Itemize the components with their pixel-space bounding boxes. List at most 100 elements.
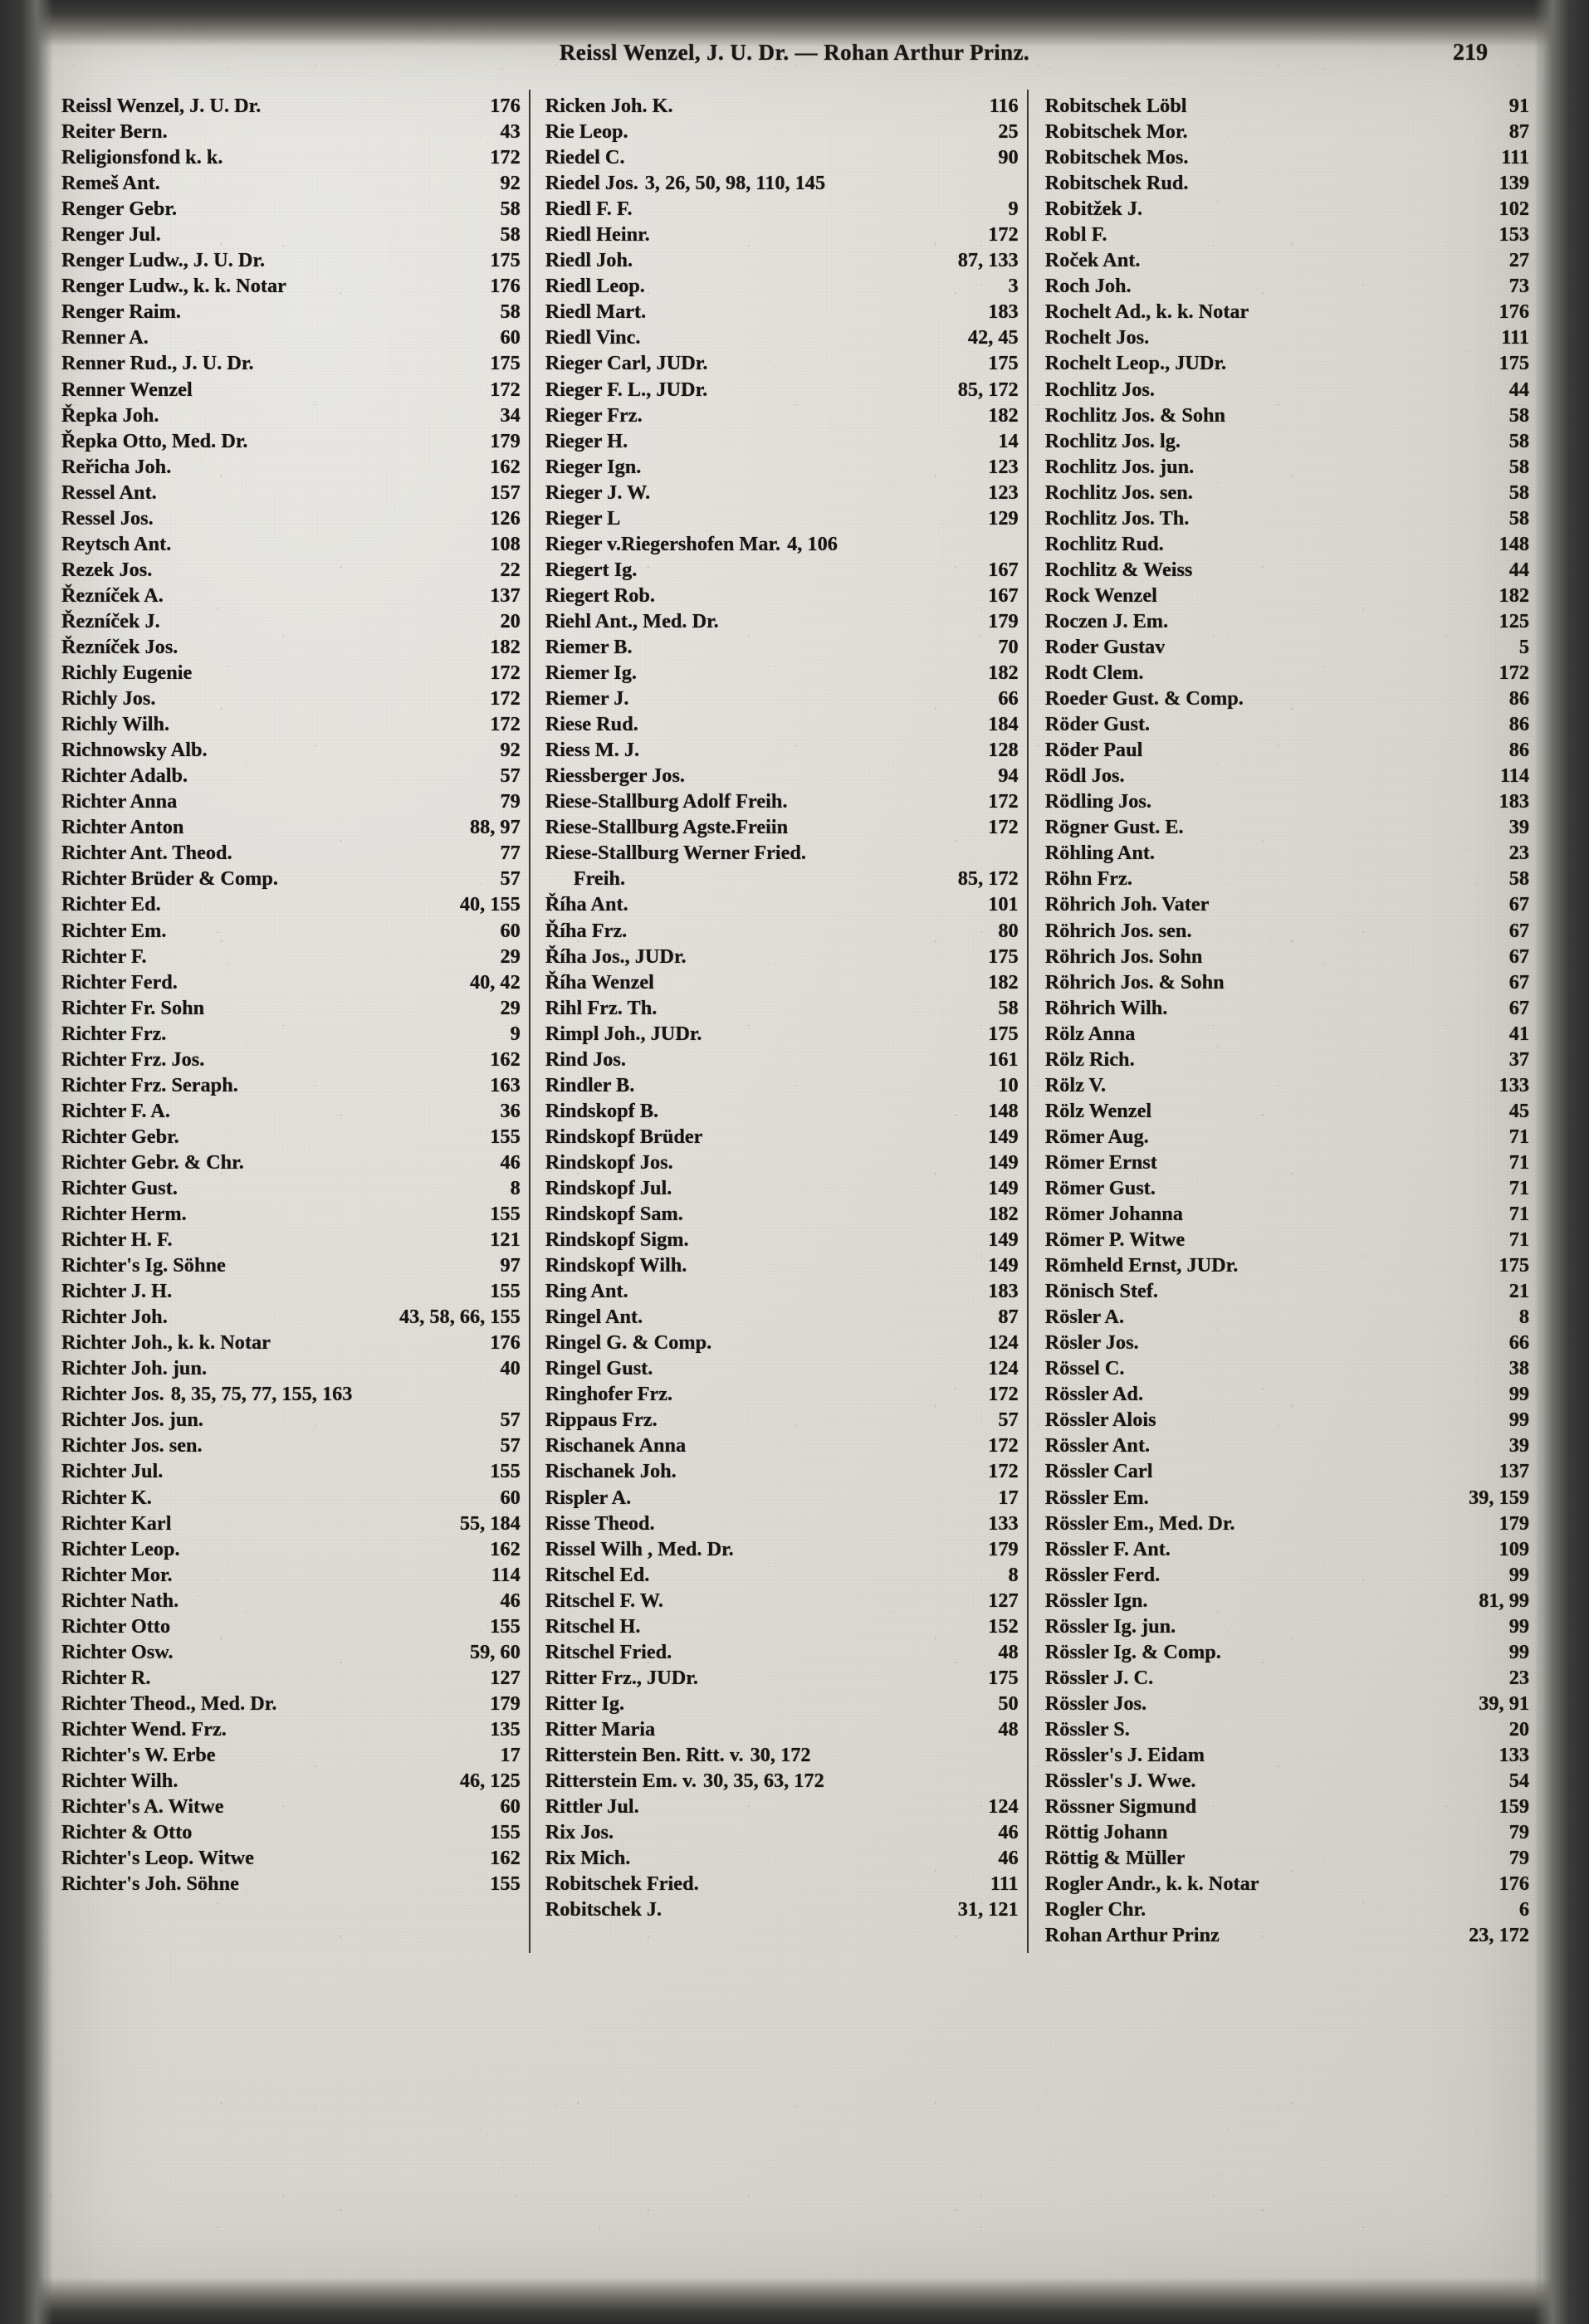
entry-page-refs: 155 — [490, 1125, 521, 1148]
index-entry: Říha Frz. 80 — [545, 918, 1019, 944]
index-entry: Rölz Wenzel 45 — [1045, 1098, 1529, 1124]
entry-page-refs: 6 — [1518, 1898, 1529, 1921]
index-entry: Ritterstein Ben. Ritt. v. 30, 172 — [545, 1742, 1019, 1768]
entry-name: Rödl Jos. — [1044, 764, 1125, 788]
entry-page-refs: 183 — [988, 300, 1019, 324]
index-entry: Rochlitz Jos. jun. 58 — [1045, 454, 1529, 480]
entry-page-refs: 54 — [1508, 1770, 1529, 1793]
index-entry: Rieger Carl, JUDr. 175 — [545, 350, 1019, 376]
entry-name: Richly Jos. — [61, 687, 156, 710]
entry-name: Rochlitz Jos. lg. — [1044, 429, 1181, 452]
index-entry: Richter Jos. jun. 57 — [61, 1407, 521, 1433]
entry-page-refs: 3 — [1008, 275, 1019, 298]
entry-name: Röhrich Joh. Vater — [1044, 893, 1210, 916]
index-entry: Ritschel Ed. 8 — [545, 1562, 1019, 1588]
entry-name: Römer Aug. — [1044, 1125, 1149, 1148]
index-entry: Rochlitz Jos. sen. 58 — [1045, 480, 1529, 505]
entry-page-refs: 58 — [1508, 867, 1529, 891]
entry-name: Röhn Frz. — [1044, 867, 1132, 891]
index-entry: Rieger J. W. 123 — [545, 480, 1019, 505]
index-entry: Richter Ant. Theod. 77 — [61, 840, 521, 866]
entry-name: Richter Theod., Med. Dr. — [61, 1692, 277, 1715]
index-entry: Robitschek Mos. 111 — [1045, 144, 1529, 170]
index-entry: Römer Aug. 71 — [1045, 1124, 1529, 1150]
entry-name: Rössler Ad. — [1044, 1383, 1144, 1406]
entry-name: Ringel Gust. — [545, 1357, 653, 1380]
entry-name: Richter Brüder & Comp. — [61, 867, 278, 891]
index-entry: Rindskopf Jos. 149 — [545, 1150, 1019, 1175]
entry-name: Rochlitz Jos. sen. — [1044, 481, 1193, 504]
entry-page-refs: 179 — [1499, 1511, 1529, 1535]
entry-name: Richter & Otto — [61, 1821, 193, 1844]
entry-name: Rochlitz Jos. & Sohn — [1044, 403, 1226, 427]
index-entry: Rochlitz Jos. 44 — [1045, 377, 1529, 403]
index-entry: Ritter Maria 48 — [545, 1716, 1019, 1742]
entry-name: Richter Fr. Sohn — [61, 996, 205, 1019]
entry-name: Rindskopf Sigm. — [545, 1228, 689, 1252]
entry-name: Rochlitz & Weiss — [1044, 558, 1193, 581]
entry-name: Riese-Stallburg Adolf Freih. — [545, 790, 788, 813]
index-entry: Rochlitz & Weiss 44 — [1045, 557, 1529, 583]
entry-page-refs: 155 — [490, 1203, 521, 1226]
entry-page-refs: 58 — [998, 996, 1019, 1019]
entry-name: Říha Wenzel — [545, 970, 654, 994]
entry-page-refs: 159 — [1499, 1795, 1529, 1819]
entry-page-refs: 9 — [510, 1022, 521, 1045]
entry-name: Ringel G. & Comp. — [545, 1331, 712, 1355]
index-entry: Robitschek Rud. 139 — [1045, 170, 1529, 196]
index-entry: Richter Jos. sen. 57 — [61, 1433, 521, 1458]
index-entry: Ritschel Fried. 48 — [545, 1639, 1019, 1665]
index-entry: Robitschek Löbl 91 — [1045, 93, 1529, 119]
entry-name: Röder Gust. — [1044, 713, 1151, 736]
index-entry: Riegert Rob. 167 — [545, 583, 1019, 608]
entry-name: Richter's W. Erbe — [61, 1744, 216, 1766]
index-entry: Freih. 85, 172 — [545, 866, 1019, 891]
entry-page-refs: 41 — [1508, 1022, 1529, 1045]
index-entry: Rix Mich. 46 — [545, 1845, 1019, 1871]
entry-name: Römheld Ernst, JUDr. — [1044, 1254, 1239, 1277]
index-entry: Rochelt Jos. 111 — [1045, 325, 1529, 350]
index-entry: Rochelt Ad., k. k. Notar 176 — [1045, 299, 1529, 325]
entry-name: Richter Joh. jun. — [61, 1357, 208, 1380]
entry-name: Richter's A. Witwe — [61, 1795, 224, 1819]
entry-name: Richter Anton — [61, 816, 184, 839]
entry-name: Rölz V. — [1044, 1073, 1107, 1096]
entry-page-refs: 40, 42 — [469, 970, 521, 994]
entry-page-refs: 87, 133 — [957, 249, 1019, 272]
entry-page-refs: 88, 97 — [469, 816, 521, 839]
index-entry: Roček Ant. 27 — [1045, 247, 1529, 273]
entry-page-refs: 17 — [998, 1486, 1019, 1509]
entry-name: Robitschek Löbl — [1044, 95, 1187, 117]
entry-name: Rössler J. C. — [1044, 1666, 1154, 1689]
entry-page-refs: 29 — [500, 945, 521, 968]
entry-name: Röhrich Jos. sen. — [1044, 919, 1192, 942]
entry-page-refs: 133 — [1499, 1744, 1529, 1766]
entry-name: Riedel Jos. — [545, 172, 638, 195]
index-entry: Rössler Carl 137 — [1045, 1458, 1529, 1484]
entry-name: Richter H. F. — [61, 1228, 173, 1252]
index-entry: Rössler Ig. jun. 99 — [1045, 1614, 1529, 1639]
entry-name: Rohan Arthur Prinz — [1044, 1924, 1220, 1947]
index-entry: Richter Gust. 8 — [61, 1175, 521, 1201]
entry-page-refs: 172 — [988, 1434, 1019, 1457]
entry-name: Renner Rud., J. U. Dr. — [61, 352, 254, 375]
entry-page-refs: 27 — [1508, 249, 1529, 272]
index-entry: Roch Joh. 73 — [1045, 273, 1529, 299]
index-entry: Rieger F. L., JUDr. 85, 172 — [545, 377, 1019, 403]
entry-name: Richter's Joh. Söhne — [61, 1872, 239, 1896]
entry-page-refs: 34 — [500, 403, 521, 427]
index-entry: Riehl Ant., Med. Dr. 179 — [545, 608, 1019, 634]
index-entry: Rihl Frz. Th. 58 — [545, 995, 1019, 1021]
entry-name: Rieger H. — [545, 429, 628, 452]
entry-name: Rögner Gust. E. — [1044, 816, 1184, 839]
entry-name: Rieger Frz. — [545, 403, 643, 427]
entry-page-refs: 71 — [1508, 1125, 1529, 1148]
entry-name: Rock Wenzel — [1044, 583, 1157, 607]
entry-page-refs: 92 — [500, 739, 521, 762]
index-entry: Rössler J. C. 23 — [1045, 1665, 1529, 1691]
index-entry: Richter K. 60 — [61, 1485, 521, 1511]
entry-page-refs: 58 — [500, 223, 521, 247]
entry-name: Religionsfond k. k. — [61, 146, 223, 169]
entry-page-refs: 4, 106 — [787, 532, 838, 555]
entry-page-refs: 8 — [1008, 1563, 1019, 1586]
